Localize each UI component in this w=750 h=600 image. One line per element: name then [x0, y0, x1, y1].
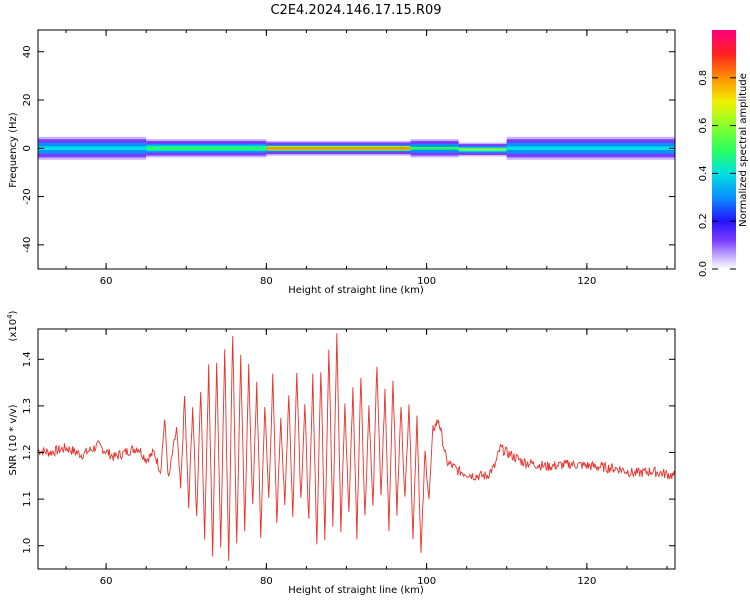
snr-ytick-label: 1.0: [22, 538, 33, 554]
snr-xtick-label: 100: [417, 576, 436, 587]
colorbar: 0.0 0.2 0.4 0.6 0.8 Normalized spectral ampl…: [698, 30, 749, 277]
snr-y-scale-base: (x10: [8, 319, 19, 342]
snr-y-scale-close: ): [8, 310, 19, 314]
snr-y-scale-exponent: 4: [6, 314, 14, 319]
band-segment-5-layer-5: [506, 146, 675, 151]
spectrogram-ytick-label: -20: [22, 188, 33, 204]
snr-panel: 60 80 100 120 1.0 1.1 1.2 1.3 1.4 Height of stra…: [6, 310, 676, 596]
colorbar-tick-label: 0.6: [698, 118, 709, 134]
snr-ytick-label: 1.2: [22, 445, 33, 461]
band-segment-1-layer-5: [146, 146, 267, 150]
spectrogram-ytick-label: -40: [22, 237, 33, 253]
figure-title: C2E4.2024.146.17.15.R09: [270, 3, 441, 18]
spectrogram-frame: [37, 29, 676, 270]
snr-ytick-label: 1.4: [22, 351, 33, 367]
snr-ytick-label: 1.3: [22, 398, 33, 414]
snr-series-line: [38, 333, 675, 561]
spectrogram-heatmap: [38, 136, 675, 160]
spectrogram-axes: 60 80 100 120 -40 -20 0 20 40: [22, 30, 675, 287]
spectrogram-xtick-label: 60: [100, 276, 113, 287]
snr-xtick-label: 80: [260, 576, 273, 587]
colorbar-label: Normalized spectral amplitude: [738, 73, 749, 227]
spectrogram-ytick-label: 20: [22, 94, 33, 107]
band-segment-4-layer-5: [458, 148, 507, 151]
snr-xtick-label: 60: [100, 576, 113, 587]
spectrogram-xtick-label: 100: [417, 276, 436, 287]
spectrogram-y-label: Frequency (Hz): [8, 112, 19, 188]
snr-y-label: SNR (10 * v/v): [8, 404, 19, 475]
colorbar-tick-label: 0.2: [698, 213, 709, 229]
colorbar-tick-label: 0.8: [698, 70, 709, 86]
snr-x-label: Height of straight line (km): [288, 585, 424, 596]
snr-line-plot: [38, 333, 675, 561]
snr-axes: 60 80 100 120 1.0 1.1 1.2 1.3 1.4: [22, 329, 675, 587]
snr-frame: [37, 328, 676, 570]
snr-ytick-label: 1.1: [22, 491, 33, 507]
snr-xtick-label: 120: [577, 576, 596, 587]
snr-y-scale: (x104): [6, 310, 19, 341]
colorbar-ticks: 0.0 0.2 0.4 0.6 0.8: [698, 70, 736, 277]
band-segment-3-layer-5: [410, 146, 459, 150]
colorbar-gradient: [712, 30, 736, 269]
spectrogram-panel: 60 80 100 120 -40 -20 0 20 40 Height of straight…: [8, 29, 676, 296]
colorbar-tick-label: 0.4: [698, 165, 709, 181]
spectrogram-xtick-label: 120: [577, 276, 596, 287]
spectrogram-ytick-label: 40: [22, 45, 33, 58]
spectrogram-ytick-label: 0: [22, 145, 33, 151]
spectrogram-x-label: Height of straight line (km): [288, 285, 424, 296]
spectrogram-xtick-label: 80: [260, 276, 273, 287]
band-segment-0-layer-5: [38, 146, 147, 151]
band-segment-2-layer-5: [266, 147, 411, 150]
colorbar-tick-label: 0.0: [698, 261, 709, 277]
